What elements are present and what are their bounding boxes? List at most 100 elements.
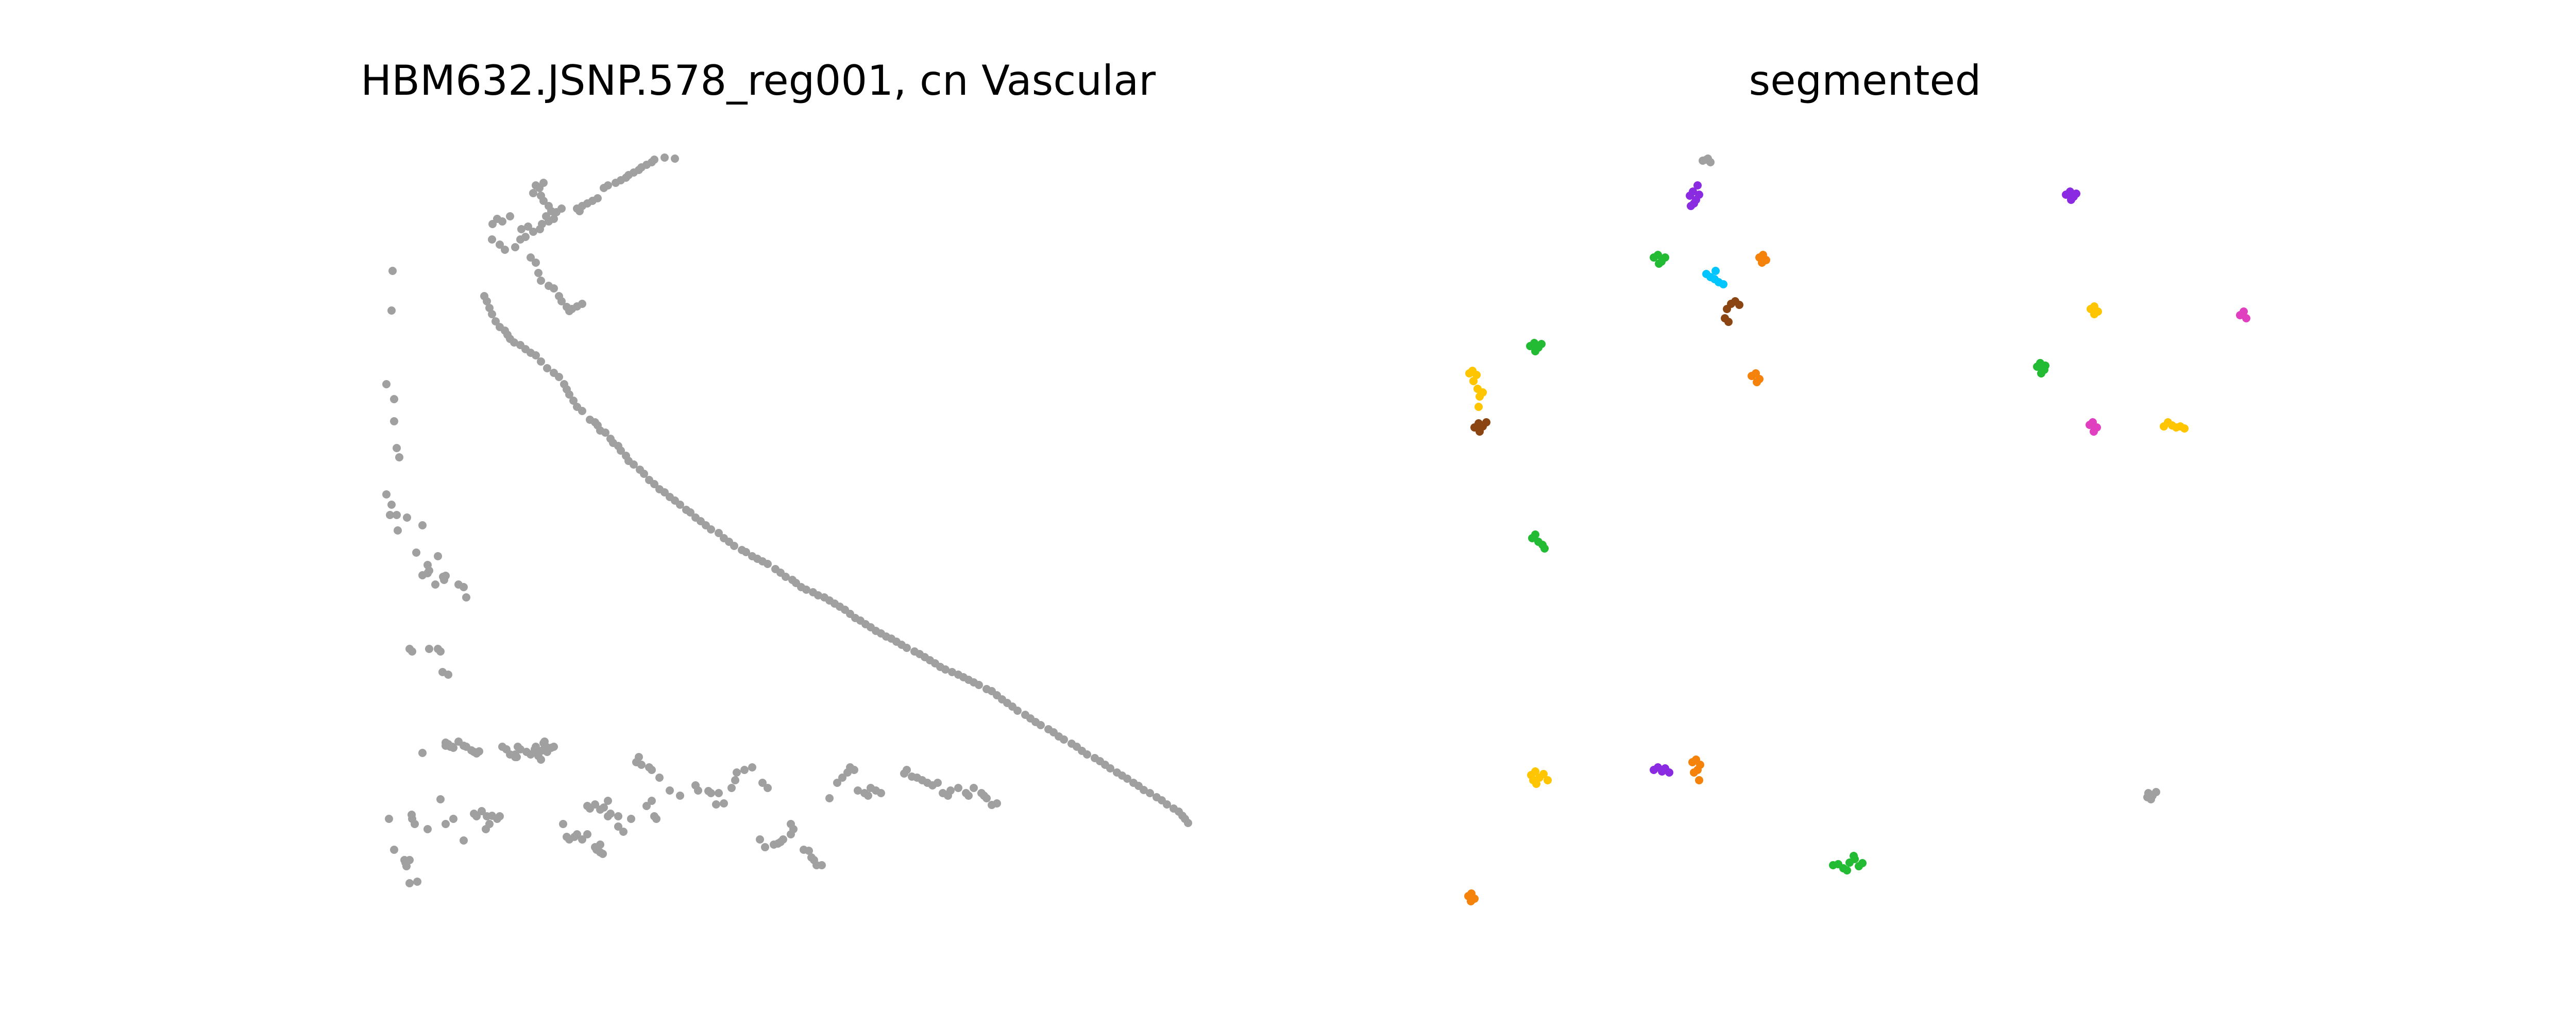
scatter-point: [485, 304, 494, 312]
scatter-point: [390, 846, 398, 854]
segment-point: [1704, 154, 1712, 163]
scatter-point: [405, 879, 414, 887]
segment-point: [1467, 897, 1475, 905]
scatter-point: [550, 284, 558, 293]
scatter-point: [648, 797, 656, 805]
scatter-point: [903, 644, 911, 652]
scatter-point: [720, 799, 728, 808]
scatter-point: [402, 862, 411, 870]
scatter-point: [478, 807, 486, 815]
scatter-point: [583, 830, 591, 838]
scatter-point: [676, 792, 684, 800]
scatter-point: [382, 380, 391, 388]
scatter-point: [676, 501, 684, 509]
scatter-point: [460, 836, 468, 845]
segment-point: [1469, 377, 1478, 385]
scatter-point: [573, 830, 581, 838]
segment-point: [1475, 403, 1483, 411]
scatter-point: [387, 306, 396, 315]
scatter-point: [1060, 735, 1068, 744]
segment-point: [1753, 378, 1761, 386]
scatter-point: [496, 812, 504, 820]
scatter-point: [442, 820, 450, 828]
scatter-point: [557, 297, 566, 305]
scatter-point: [460, 583, 468, 591]
scatter-point: [472, 812, 481, 820]
scatter-point: [779, 835, 787, 844]
scatter-point: [555, 373, 563, 381]
scatter-point: [640, 470, 648, 478]
scatter-point: [594, 194, 602, 202]
scatter-point: [954, 784, 962, 792]
scatter-point: [787, 830, 795, 838]
segment-point: [1695, 191, 1703, 199]
scatter-point: [418, 749, 427, 757]
scatter-panel-left: [382, 153, 1192, 887]
scatter-point: [946, 786, 955, 795]
scatter-point: [550, 743, 558, 751]
scatter-point: [599, 850, 607, 858]
segment-point: [1693, 181, 1702, 190]
scatter-point: [707, 525, 715, 534]
scatter-point: [510, 338, 518, 347]
scatter-point: [492, 317, 500, 325]
scatter-point: [600, 803, 608, 812]
scatter-point: [475, 747, 483, 756]
scatter-point: [627, 815, 635, 823]
scatter-point: [686, 508, 694, 517]
segment-point: [1690, 768, 1698, 777]
scatter-point: [802, 586, 810, 594]
scatter-point: [390, 395, 398, 403]
scatter-point: [444, 671, 452, 679]
segment-point: [1850, 852, 1858, 860]
scatter-point: [712, 800, 720, 809]
segment-point: [1661, 253, 1669, 262]
scatter-point: [462, 593, 470, 602]
scatter-point: [403, 513, 411, 522]
scatter-point: [386, 511, 394, 519]
scatter-point: [394, 526, 402, 535]
scatter-point: [1037, 721, 1045, 729]
scatter-point: [413, 878, 421, 886]
segment-point: [2242, 314, 2250, 322]
scatter-point: [539, 197, 548, 205]
scatter-point: [418, 521, 427, 529]
scatter-point: [411, 820, 419, 828]
scatter-point: [993, 799, 1001, 808]
scatter-point: [1013, 707, 1022, 715]
scatter-point: [1106, 764, 1114, 772]
scatter-point: [569, 397, 578, 405]
segment-point: [1537, 340, 1546, 348]
scatter-point: [393, 511, 401, 519]
segment-point: [1539, 770, 1548, 778]
scatter-point: [529, 189, 537, 197]
segment-point: [1695, 776, 1703, 784]
scatter-point: [854, 786, 862, 795]
scatter-point: [434, 552, 442, 560]
scatter-point: [423, 825, 432, 833]
scatter-point: [557, 204, 566, 213]
scatter-point: [436, 795, 445, 803]
scatter-point: [864, 792, 872, 800]
scatter-point: [488, 220, 497, 228]
scatter-point: [1140, 786, 1148, 794]
segment-point: [1735, 301, 1743, 309]
segment-point: [1724, 318, 1733, 326]
scatter-point: [442, 742, 450, 750]
scatter-point: [614, 812, 622, 820]
scatter-point: [537, 277, 545, 285]
scatter-point: [1083, 750, 1091, 759]
segment-point: [1858, 859, 1867, 867]
scatter-point: [982, 794, 991, 802]
scatter-point: [604, 812, 612, 820]
scatter-point: [733, 768, 741, 777]
segment-point: [1531, 347, 1539, 355]
scatter-point: [941, 665, 950, 674]
scatter-point: [524, 222, 532, 231]
scatter-point: [727, 784, 736, 792]
scatter-point: [532, 351, 540, 359]
scatter-point: [764, 560, 772, 568]
scatter-point: [619, 828, 628, 836]
scatter-point: [975, 681, 983, 689]
scatter-point: [1163, 800, 1171, 809]
